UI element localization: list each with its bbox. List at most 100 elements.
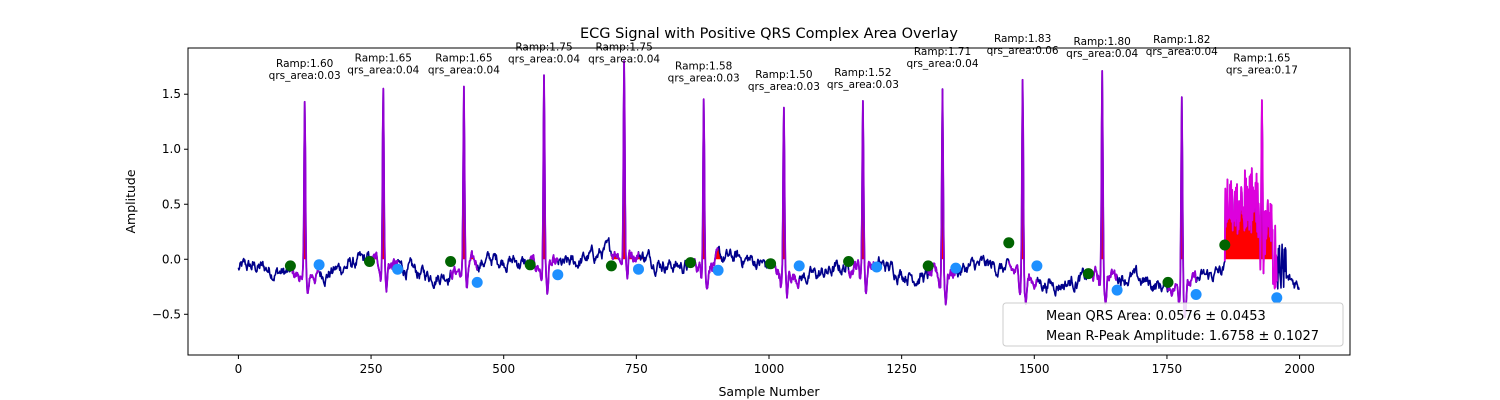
y-tick-label: −0.5 <box>152 307 181 321</box>
x-tick-label: 2000 <box>1284 362 1315 376</box>
legend: Mean QRS Area: 0.0576 ± 0.0453 Mean R-Pe… <box>1002 302 1344 347</box>
qrs-segment-3 <box>449 85 479 289</box>
legend-entry-mean-qrs-area: Mean QRS Area: 0.0576 ± 0.0453 <box>1046 309 1266 324</box>
x-tick-label: 0 <box>235 362 243 376</box>
qrs-segment-1 <box>289 100 320 294</box>
qrs-area-label-9: qrs_area:0.04 <box>906 58 978 70</box>
qrs-area-label-4: qrs_area:0.04 <box>508 54 580 66</box>
qrs-area-fill-10 <box>1008 79 1043 260</box>
qrs-area-fill-6 <box>690 99 724 260</box>
qrs-area-label-1: qrs_area:0.03 <box>269 70 341 82</box>
legend-box <box>1002 302 1344 347</box>
qrs-onset-marker-12 <box>1162 276 1174 288</box>
qrs-area-fill-2 <box>369 88 403 260</box>
r-peak-amplitude-label-11: Ramp:1.80 <box>1074 36 1131 48</box>
y-tick-label: 0.0 <box>162 252 181 266</box>
qrs-area-label-7: qrs_area:0.03 <box>748 81 820 93</box>
y-tick-label: 0.5 <box>162 197 181 211</box>
r-peak-amplitude-label-13: Ramp:1.65 <box>1233 53 1290 65</box>
qrs-area-label-12: qrs_area:0.04 <box>1146 46 1218 58</box>
qrs-area-fill-1 <box>290 101 325 260</box>
r-peak-amplitude-label-10: Ramp:1.83 <box>994 33 1051 45</box>
r-peak-amplitude-label-7: Ramp:1.50 <box>755 69 812 81</box>
x-tick-label: 250 <box>360 362 383 376</box>
chart-title: ECG Signal with Positive QRS Complex Are… <box>580 26 958 42</box>
x-axis-label: Sample Number <box>718 384 820 399</box>
r-peak-amplitude-label-6: Ramp:1.58 <box>675 60 732 72</box>
qrs-segment-10 <box>1007 78 1038 306</box>
x-axis: 0 250 500 750 1000 1250 1500 1750 2000 <box>235 355 1315 376</box>
qrs-offset-marker-9 <box>950 262 962 274</box>
qrs-offset-marker-1 <box>313 259 325 271</box>
qrs-onset-marker-3 <box>445 256 457 267</box>
y-tick-label: 1.0 <box>162 142 181 156</box>
qrs-area-fill-8 <box>848 100 882 260</box>
qrs-area-fill-7 <box>770 107 805 260</box>
r-peak-amplitude-label-12: Ramp:1.82 <box>1153 34 1210 46</box>
x-tick-label: 500 <box>492 362 515 376</box>
qrs-area-fill-12 <box>1168 97 1202 260</box>
qrs-area-label-13: qrs_area:0.17 <box>1226 65 1298 77</box>
qrs-onset-marker-6 <box>685 257 696 269</box>
qrs-onset-marker-2 <box>364 256 375 267</box>
qrs-offset-marker-3 <box>471 276 483 288</box>
qrs-segment-12 <box>1167 96 1197 319</box>
qrs-onset-marker-9 <box>922 260 934 272</box>
qrs-offset-marker-5 <box>633 263 644 275</box>
qrs-area-fill-3 <box>450 86 483 260</box>
qrs-offset-marker-10 <box>1031 260 1043 272</box>
qrs-segment-5 <box>610 60 640 280</box>
r-peak-amplitude-label-2: Ramp:1.65 <box>355 53 412 65</box>
qrs-offset-marker-6 <box>712 264 724 276</box>
qrs-segment-2 <box>368 87 399 293</box>
x-tick-label: 1500 <box>1019 362 1050 376</box>
qrs-onset-marker-8 <box>843 256 855 267</box>
qrs-area-fill-9 <box>928 89 962 260</box>
qrs-onset-marker-5 <box>605 260 617 272</box>
ecg-signal-line <box>237 60 1300 319</box>
qrs-segment-9 <box>927 88 957 306</box>
qrs-offset-marker-4 <box>552 269 564 281</box>
qrs-area-label-2: qrs_area:0.04 <box>347 65 419 77</box>
qrs-area-label-3: qrs_area:0.04 <box>428 65 500 77</box>
qrs-area-fill-13 <box>1224 100 1283 260</box>
plot-area: Ramp:1.60qrs_area:0.03Ramp:1.65qrs_area:… <box>237 33 1300 319</box>
r-peak-amplitude-label-1: Ramp:1.60 <box>276 58 333 70</box>
qrs-offset-marker-11 <box>1111 284 1123 296</box>
qrs-area-fill-4 <box>530 75 564 260</box>
qrs-onset-marker-10 <box>1003 237 1015 249</box>
r-peak-amplitude-label-3: Ramp:1.65 <box>435 53 492 65</box>
legend-entry-mean-r-peak-amplitude: Mean R-Peak Amplitude: 1.6758 ± 0.1027 <box>1046 329 1319 344</box>
y-axis: −0.5 0.0 0.5 1.0 1.5 <box>152 87 188 321</box>
qrs-area-label-11: qrs_area:0.04 <box>1066 48 1138 60</box>
qrs-segment-13 <box>1223 99 1278 290</box>
qrs-area-fill-5 <box>611 61 644 260</box>
y-tick-label: 1.5 <box>162 87 181 101</box>
qrs-area-label-10: qrs_area:0.06 <box>987 45 1059 57</box>
qrs-area-label-8: qrs_area:0.03 <box>827 79 899 91</box>
x-tick-label: 1250 <box>886 362 917 376</box>
qrs-onset-marker-11 <box>1082 268 1094 280</box>
x-tick-label: 1750 <box>1152 362 1183 376</box>
x-tick-label: 1000 <box>754 362 785 376</box>
r-peak-amplitude-label-8: Ramp:1.52 <box>834 67 891 79</box>
qrs-offset-marker-2 <box>392 263 404 275</box>
x-tick-label: 750 <box>625 362 648 376</box>
qrs-onset-marker-1 <box>284 260 296 272</box>
qrs-segment-4 <box>529 74 559 295</box>
r-peak-amplitude-label-9: Ramp:1.71 <box>914 46 971 58</box>
qrs-segment-7 <box>769 106 801 299</box>
qrs-area-label-6: qrs_area:0.03 <box>668 72 740 84</box>
qrs-offset-marker-8 <box>871 261 883 273</box>
qrs-offset-marker-7 <box>793 260 805 272</box>
qrs-segment-11 <box>1087 70 1118 305</box>
qrs-onset-marker-4 <box>524 259 536 271</box>
qrs-onset-marker-13 <box>1219 239 1231 251</box>
qrs-area-label-5: qrs_area:0.04 <box>588 54 660 66</box>
qrs-offset-marker-12 <box>1190 289 1202 300</box>
qrs-onset-marker-7 <box>765 258 777 270</box>
qrs-area-fill-11 <box>1088 70 1123 260</box>
y-axis-label: Amplitude <box>123 169 138 233</box>
qrs-offset-marker-13 <box>1271 292 1283 304</box>
